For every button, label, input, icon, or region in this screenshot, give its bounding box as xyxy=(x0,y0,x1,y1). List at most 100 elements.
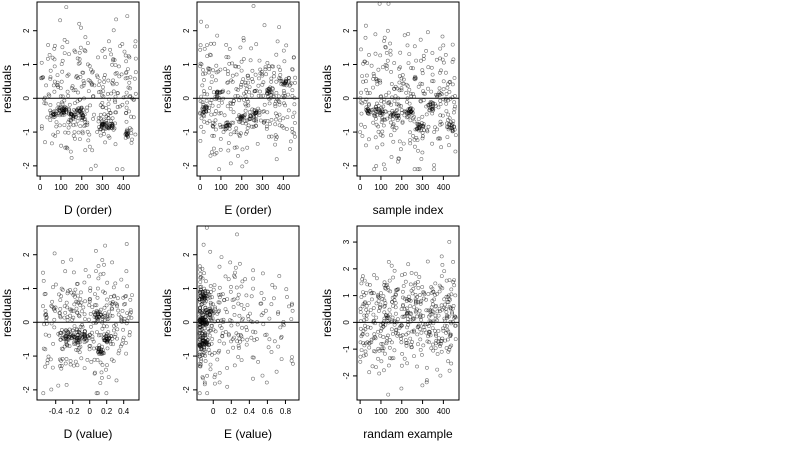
data-point xyxy=(119,315,123,320)
data-point xyxy=(400,333,405,338)
data-point xyxy=(394,102,399,107)
data-point xyxy=(412,354,416,359)
data-point xyxy=(235,339,240,344)
data-point xyxy=(281,116,286,121)
data-point xyxy=(364,313,369,318)
data-point xyxy=(251,376,255,381)
data-point xyxy=(424,365,429,370)
data-point xyxy=(361,61,366,66)
data-point xyxy=(389,263,394,268)
data-point xyxy=(292,110,297,115)
data-point xyxy=(47,333,52,338)
data-point xyxy=(229,284,233,289)
data-point xyxy=(68,313,73,318)
data-point xyxy=(76,293,80,298)
data-point xyxy=(372,273,377,277)
data-point xyxy=(125,100,130,105)
data-point xyxy=(416,342,420,347)
data-point xyxy=(111,89,116,94)
data-point xyxy=(215,33,220,38)
data-point xyxy=(197,335,202,340)
data-point xyxy=(391,304,395,309)
data-point xyxy=(384,93,388,98)
data-point xyxy=(211,311,216,315)
data-point xyxy=(80,131,85,136)
data-point xyxy=(421,290,426,295)
data-point xyxy=(265,61,270,65)
data-point xyxy=(100,121,105,126)
data-point xyxy=(104,324,109,329)
data-point xyxy=(119,72,124,77)
data-point xyxy=(375,145,380,150)
data-point xyxy=(51,83,56,88)
data-point xyxy=(211,68,216,73)
data-point xyxy=(449,287,454,292)
data-point xyxy=(260,373,265,378)
data-point xyxy=(388,41,393,46)
data-point xyxy=(87,274,91,279)
data-point xyxy=(371,71,376,76)
data-point xyxy=(438,56,443,61)
data-point xyxy=(52,64,57,69)
data-point xyxy=(267,67,272,72)
data-point xyxy=(398,65,403,70)
data-point xyxy=(374,301,379,306)
y-tick-label: 0 xyxy=(182,320,191,325)
data-point xyxy=(112,324,116,328)
data-point xyxy=(364,143,368,148)
data-point xyxy=(225,384,230,389)
data-point xyxy=(128,297,133,302)
data-point xyxy=(434,333,439,338)
data-point xyxy=(415,138,420,143)
data-point xyxy=(98,127,103,132)
data-point xyxy=(256,83,261,88)
data-point xyxy=(400,351,405,356)
data-point xyxy=(452,100,457,105)
data-point xyxy=(406,262,411,267)
data-point xyxy=(377,371,382,376)
data-point xyxy=(48,357,53,362)
data-point xyxy=(54,113,59,118)
data-point xyxy=(78,324,83,329)
data-point xyxy=(408,319,413,324)
data-point xyxy=(399,386,404,391)
data-point xyxy=(72,334,77,339)
data-point xyxy=(43,308,48,313)
data-point xyxy=(447,368,452,373)
data-point xyxy=(102,332,107,337)
data-point xyxy=(441,43,446,48)
data-point xyxy=(85,105,90,110)
y-axis-label: residuals xyxy=(160,289,174,337)
data-point xyxy=(213,329,218,334)
data-point xyxy=(64,339,68,344)
data-point xyxy=(392,111,397,116)
data-point xyxy=(59,62,64,67)
data-point xyxy=(239,68,244,73)
data-point xyxy=(88,343,93,348)
data-point xyxy=(382,97,387,102)
data-point xyxy=(382,117,387,122)
data-point xyxy=(378,80,383,85)
data-point xyxy=(214,63,219,68)
data-point xyxy=(452,76,457,80)
data-point xyxy=(209,323,214,328)
data-point xyxy=(358,130,363,135)
data-point xyxy=(83,334,88,339)
data-point xyxy=(407,87,412,92)
data-point xyxy=(64,5,69,10)
data-point xyxy=(97,345,102,350)
x-tick-label: 100 xyxy=(214,183,228,192)
data-point xyxy=(269,79,274,84)
data-point xyxy=(293,75,298,80)
data-point xyxy=(275,39,280,44)
data-point xyxy=(48,108,53,113)
data-point xyxy=(439,254,444,259)
data-point xyxy=(386,1,391,6)
data-point xyxy=(288,147,292,151)
data-point xyxy=(101,315,106,320)
data-point xyxy=(90,330,94,335)
data-point xyxy=(285,115,290,120)
data-point xyxy=(77,330,82,335)
data-point xyxy=(246,76,251,81)
